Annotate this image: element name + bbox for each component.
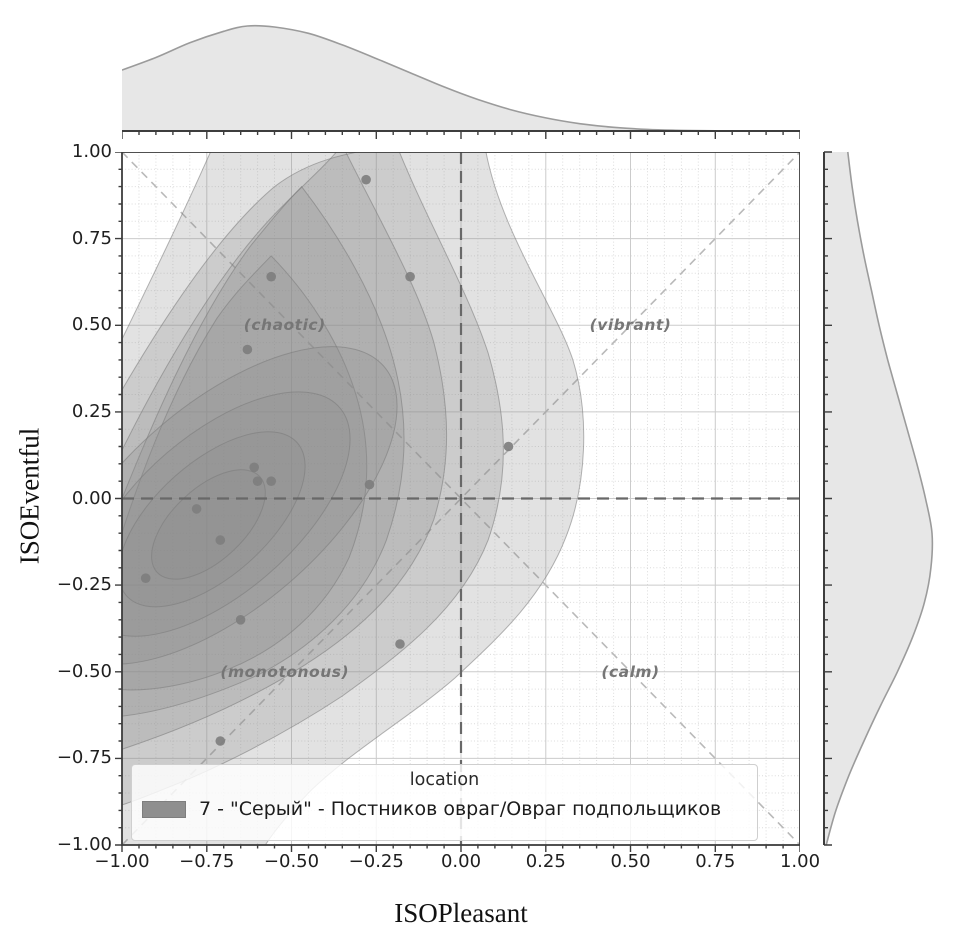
- y-tick-label: 1.00: [71, 141, 112, 162]
- x-tick-label: 0.75: [695, 851, 736, 872]
- y-tick-label: 0.00: [71, 487, 112, 509]
- x-tick-label: 0.50: [610, 851, 651, 872]
- x-tick-label: 1.00: [779, 851, 821, 872]
- x-tick-label: −0.75: [179, 851, 235, 872]
- top-marginal-kde: [122, 24, 800, 139]
- y-tick-label: −1.00: [56, 834, 112, 855]
- quadrant-label-vibrant: (vibrant): [589, 316, 672, 335]
- y-tick-label: 0.75: [71, 227, 112, 249]
- quadrant-label-calm: (calm): [601, 662, 660, 681]
- x-tick-label: −0.25: [348, 851, 404, 872]
- x-tick-label: −1.00: [94, 851, 150, 872]
- x-tick-label: 0.25: [525, 851, 566, 872]
- legend-entry: 7 - "Серый" - Постников овраг/Овраг подп…: [142, 798, 757, 820]
- x-tick-label: 0.00: [440, 851, 482, 872]
- legend-entry-label: 7 - "Серый" - Постников овраг/Овраг подп…: [199, 798, 722, 820]
- main-plot-svg: [115, 152, 800, 852]
- quadrant-label-chaotic: (chaotic): [243, 316, 326, 335]
- right-marginal-kde: [823, 151, 934, 846]
- y-tick-label: −0.50: [56, 660, 112, 682]
- legend-title: location: [409, 770, 480, 790]
- y-tick-label: −0.75: [56, 747, 112, 769]
- y-tick-label: 0.50: [71, 314, 112, 336]
- quadrant-label-monotonous: (monotonous): [220, 662, 350, 681]
- x-axis-label: ISOPleasant: [394, 898, 528, 928]
- y-tick-label: −0.25: [56, 574, 112, 596]
- x-tick-label: −0.50: [263, 851, 320, 872]
- legend: location 7 - "Серый" - Постников овраг/О…: [131, 764, 758, 841]
- y-tick-label: 0.25: [71, 400, 112, 422]
- legend-swatch: [142, 800, 186, 818]
